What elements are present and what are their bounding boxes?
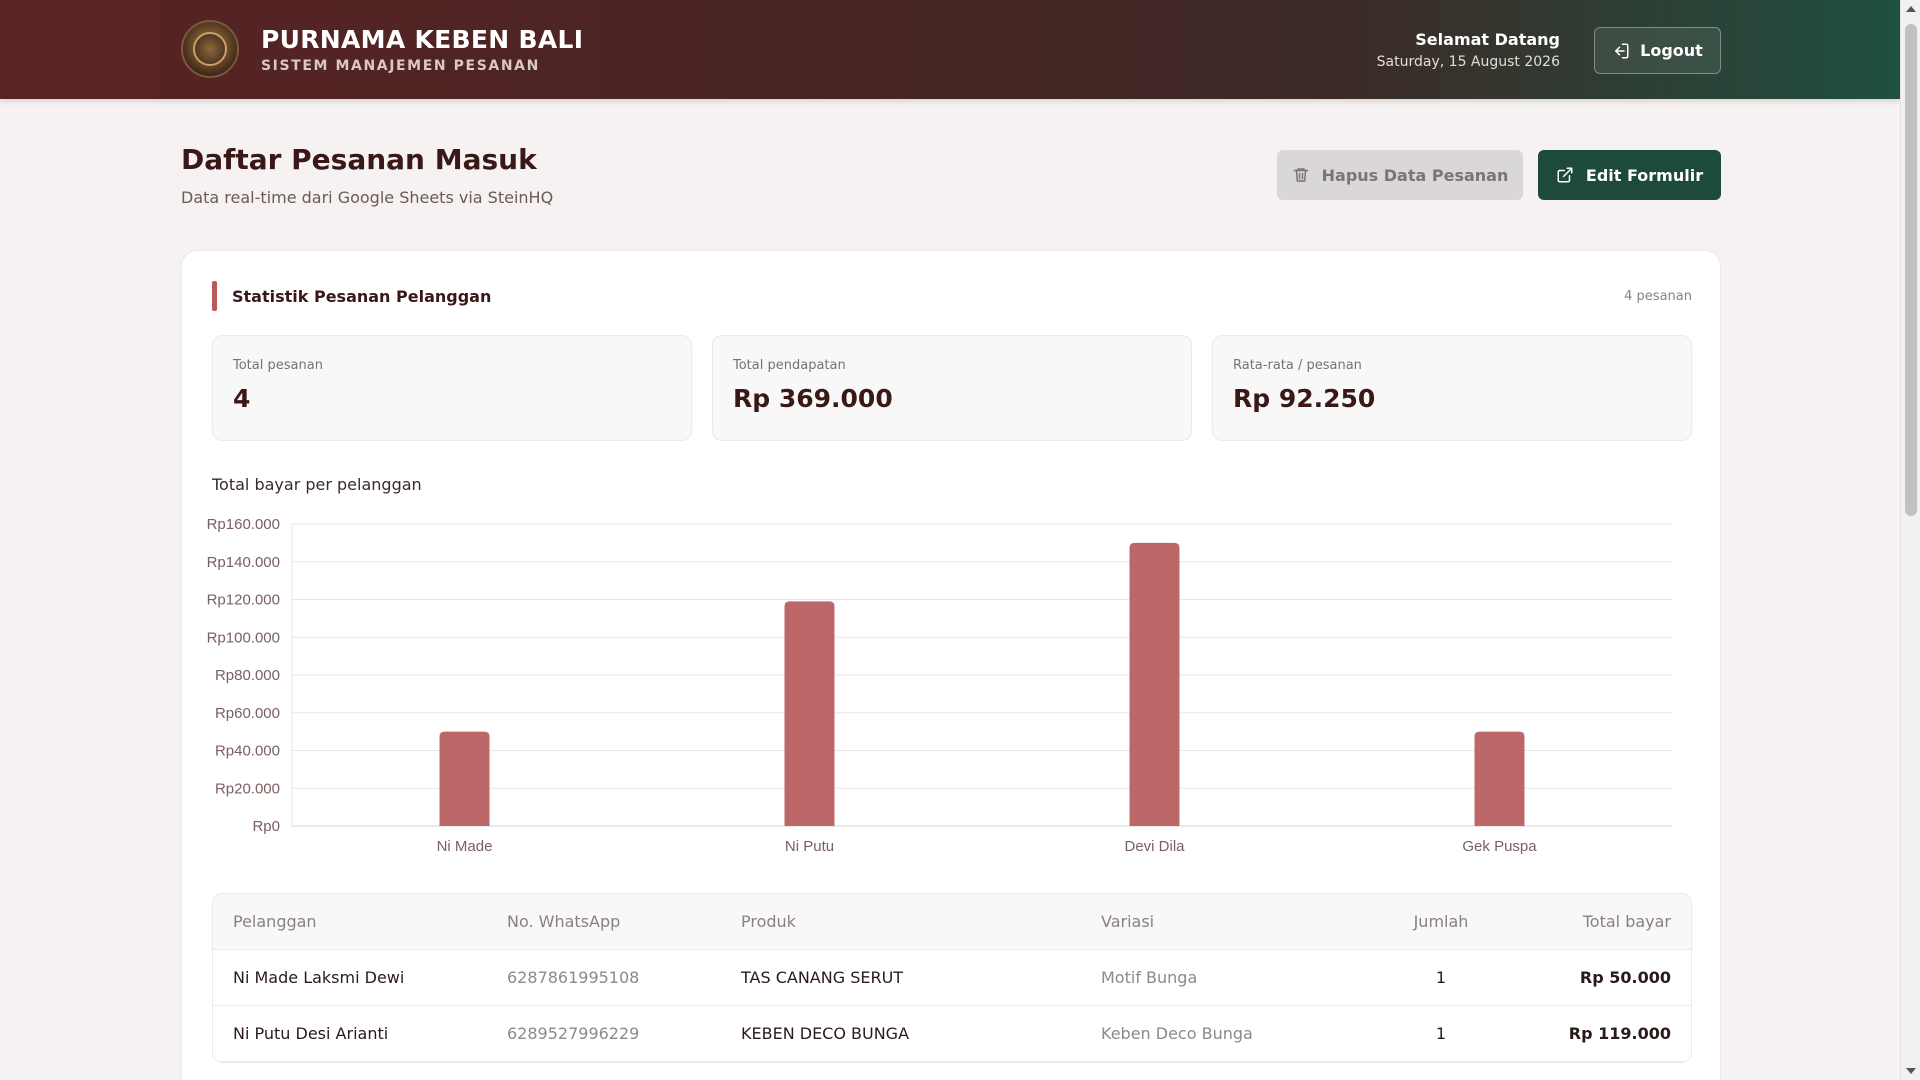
y-tick-label: Rp20.000 <box>215 780 280 797</box>
y-tick-label: Rp120.000 <box>207 592 280 609</box>
column-header[interactable]: Variasi <box>1101 912 1155 931</box>
y-tick-label: Rp100.000 <box>207 629 280 646</box>
card-header: Statistik Pesanan Pelanggan 4 pesanan <box>212 281 1692 311</box>
logout-button[interactable]: Logout <box>1594 27 1721 74</box>
page-title: Daftar Pesanan Masuk <box>181 143 537 176</box>
logout-icon <box>1615 43 1629 58</box>
y-tick-label: Rp60.000 <box>215 705 280 722</box>
product-name: KEBEN DECO BUNGA <box>741 1024 910 1043</box>
stat-value: 4 <box>233 384 251 413</box>
logout-label: Logout <box>1640 41 1703 60</box>
column-header[interactable]: Total bayar <box>1582 912 1671 931</box>
x-tick-label: Ni Putu <box>785 838 834 855</box>
accent-bar <box>212 281 217 311</box>
delete-orders-label: Hapus Data Pesanan <box>1321 165 1509 185</box>
stat-label: Total pesanan <box>233 358 323 373</box>
table-row[interactable]: Ni Made Laksmi Dewi 6287861995108 TAS CA… <box>213 950 1691 1006</box>
bar <box>439 731 490 826</box>
x-tick-label: Gek Puspa <box>1462 838 1537 855</box>
bar <box>784 601 835 826</box>
scroll-thumb[interactable] <box>1905 24 1917 516</box>
stat-total-orders: Total pesanan 4 <box>212 335 692 441</box>
trash-icon <box>1293 168 1309 182</box>
total-paid: Rp 119.000 <box>1568 1024 1671 1043</box>
stat-total-revenue: Total pendapatan Rp 369.000 <box>712 335 1192 441</box>
stat-value: Rp 92.250 <box>1233 384 1376 413</box>
column-header[interactable]: Jumlah <box>1413 912 1469 931</box>
brand[interactable]: PURNAMA KEBEN BALI SISTEM MANAJEMEN PESA… <box>181 20 583 78</box>
table-row[interactable]: Ni Putu Desi Arianti 6289527996229 KEBEN… <box>213 1006 1691 1062</box>
x-tick-label: Devi Dila <box>1124 838 1185 855</box>
brand-logo <box>181 20 239 78</box>
quantity: 1 <box>1435 1024 1447 1043</box>
welcome-block: Selamat Datang Saturday, 15 August 2026 <box>1300 30 1560 70</box>
brand-subtitle: SISTEM MANAJEMEN PESANAN <box>261 57 540 74</box>
y-tick-label: Rp0 <box>252 818 280 835</box>
bar <box>1129 542 1180 826</box>
y-tick-label: Rp160.000 <box>207 516 280 533</box>
y-tick-label: Rp40.000 <box>215 743 280 760</box>
customer-name: Ni Made Laksmi Dewi <box>233 968 405 987</box>
table-header-row: Pelanggan No. WhatsApp Produk Variasi Ju… <box>213 894 1691 950</box>
variant: Keben Deco Bunga <box>1101 1024 1253 1043</box>
product-name: TAS CANANG SERUT <box>741 968 904 987</box>
stat-label: Rata-rata / pesanan <box>1233 358 1362 373</box>
x-tick-label: Ni Made <box>437 838 493 855</box>
scroll-down-arrow-icon[interactable] <box>1906 1068 1916 1074</box>
card-title: Statistik Pesanan Pelanggan <box>232 287 492 306</box>
chart-title: Total bayar per pelanggan <box>212 475 422 494</box>
stat-average-order: Rata-rata / pesanan Rp 92.250 <box>1212 335 1692 441</box>
whatsapp-number: 6289527996229 <box>507 1024 640 1043</box>
brand-title: PURNAMA KEBEN BALI <box>261 24 584 54</box>
edit-form-button[interactable]: Edit Formulir <box>1538 150 1721 200</box>
edit-form-label: Edit Formulir <box>1585 165 1704 185</box>
y-tick-label: Rp140.000 <box>207 554 280 571</box>
page-subtitle: Data real-time dari Google Sheets via St… <box>181 188 554 207</box>
customer-name: Ni Putu Desi Arianti <box>233 1024 389 1043</box>
orders-table: Pelanggan No. WhatsApp Produk Variasi Ju… <box>212 893 1692 1063</box>
stat-label: Total pendapatan <box>733 358 846 373</box>
variant: Motif Bunga <box>1101 968 1198 987</box>
statistics-card: Statistik Pesanan Pelanggan 4 pesanan To… <box>181 250 1721 1080</box>
bar <box>1474 731 1525 826</box>
order-count: 4 pesanan <box>1624 289 1692 304</box>
welcome-title: Selamat Datang <box>1415 30 1560 49</box>
scroll-up-arrow-icon[interactable] <box>1906 6 1916 12</box>
current-date: Saturday, 15 August 2026 <box>1376 54 1560 70</box>
column-header[interactable]: Pelanggan <box>233 912 317 931</box>
delete-orders-button[interactable]: Hapus Data Pesanan <box>1277 150 1523 200</box>
external-link-icon <box>1557 167 1573 183</box>
y-tick-label: Rp80.000 <box>215 667 280 684</box>
column-header[interactable]: Produk <box>741 912 796 931</box>
revenue-bar-chart: Rp0 Rp20.000 Rp40.000 Rp60.000 Rp80.000 Rp100… <box>207 516 1672 855</box>
column-header[interactable]: No. WhatsApp <box>507 912 621 931</box>
quantity: 1 <box>1435 968 1447 987</box>
app-header: PURNAMA KEBEN BALI SISTEM MANAJEMEN PESA… <box>0 0 1900 99</box>
stat-value: Rp 369.000 <box>733 384 893 413</box>
whatsapp-number: 6287861995108 <box>507 968 640 987</box>
page-scrollbar[interactable] <box>1900 0 1920 1080</box>
total-paid: Rp 50.000 <box>1579 968 1671 987</box>
